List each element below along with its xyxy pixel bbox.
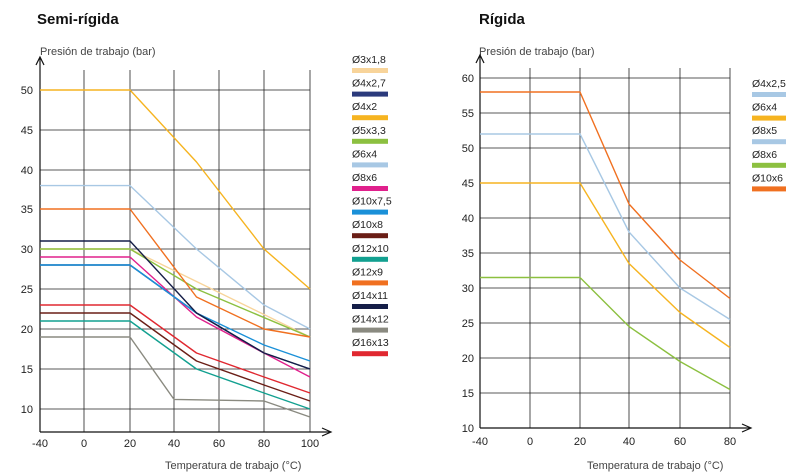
legend-label-semi-rigida: Ø14x11 [352,290,388,302]
y-axis-label-rigida: Presión de trabajo (bar) [479,46,595,58]
series-line-rigida [480,91,731,300]
legend-label-semi-rigida: Ø6x4 [352,148,377,160]
legend-label-semi-rigida: Ø14x12 [352,314,389,326]
legend-label-semi-rigida: Ø8x6 [352,172,377,184]
x-tick-label-rigida: 0 [527,436,533,448]
legend-swatch-semi-rigida [352,186,388,191]
y-tick-label-rigida: 20 [462,353,474,365]
legend-label-semi-rigida: Ø10x7,5 [352,196,392,208]
series-line-semi-rigida [40,208,311,338]
series-line-semi-rigida [40,240,311,370]
y-tick-label-semi-rigida: 15 [21,364,33,376]
x-tick-label-semi-rigida: 20 [124,438,136,450]
legend-label-semi-rigida: Ø12x9 [352,266,383,278]
legend-swatch-rigida [752,139,786,145]
series-line-semi-rigida [40,336,311,418]
legend-swatch-semi-rigida [352,115,388,121]
y-tick-label-semi-rigida: 25 [21,284,33,296]
legend-swatch-semi-rigida [352,68,388,73]
y-tick-label-semi-rigida: 20 [21,324,33,336]
chart-title-rigida: Rígida [479,11,525,28]
series-line-semi-rigida [40,184,311,330]
series-line-semi-rigida [40,256,311,378]
x-tick-label-semi-rigida: 40 [168,438,180,450]
legend-swatch-semi-rigida [352,327,388,333]
legend-swatch-semi-rigida [352,162,388,168]
y-tick-label-rigida: 50 [462,143,474,155]
y-tick-label-rigida: 25 [462,318,474,330]
legend-swatch-semi-rigida [352,304,388,309]
x-tick-label-semi-rigida: 60 [213,438,225,450]
x-tick-label-rigida: 60 [674,436,686,448]
legend-swatch-semi-rigida [352,138,388,144]
series-line-semi-rigida [40,320,311,410]
legend-label-semi-rigida: Ø10x8 [352,219,383,231]
chart-semi-rigida: -40 0 20 40 60 80 100 10 15 20 25 30 35 40 45 50 Ø3x1,8 Ø… [21,54,392,450]
y-tick-label-rigida: 35 [462,248,474,260]
legend-label-rigida: Ø6x4 [752,102,777,114]
x-tick-label-semi-rigida: 100 [301,438,319,450]
y-tick-label-semi-rigida: 40 [21,165,33,177]
x-tick-label-semi-rigida: 80 [258,438,270,450]
series-line-rigida [480,182,731,349]
series-line-semi-rigida [40,89,311,290]
x-axis-arrow-rigida [741,423,753,433]
chart-rigida: -40 0 20 40 60 80 10 15 20 25 30 35 40 45 50 55 60 Ø4x2,5… [462,53,786,448]
x-tick-label-rigida: 40 [623,436,635,448]
legend-swatch-rigida [752,162,786,168]
y-tick-label-semi-rigida: 10 [21,404,33,416]
legend-swatch-semi-rigida [352,209,388,215]
y-tick-label-semi-rigida: 50 [21,85,33,97]
legend-swatch-semi-rigida [352,233,388,239]
y-tick-label-semi-rigida: 30 [21,244,33,256]
legend-label-semi-rigida: Ø12x10 [352,243,389,255]
y-tick-label-rigida: 55 [462,108,474,120]
legend-label-rigida: Ø4x2,5 [752,78,786,90]
legend-label-semi-rigida: Ø5x3,3 [352,125,386,137]
x-tick-label-semi-rigida: -40 [32,438,48,450]
legend-label-rigida: Ø10x6 [752,172,783,184]
series-line-rigida [480,133,731,321]
legend-label-semi-rigida: Ø16x13 [352,337,389,349]
series-line-semi-rigida [40,248,311,338]
series-line-semi-rigida [40,312,311,402]
y-tick-label-rigida: 40 [462,213,474,225]
x-axis-label-semi-rigida: Temperatura de trabajo (°C) [165,460,301,472]
y-tick-label-rigida: 15 [462,388,474,400]
x-tick-label-rigida: 80 [724,436,736,448]
y-tick-label-rigida: 60 [462,73,474,85]
legend-swatch-semi-rigida [352,256,388,262]
y-axis-arrow-semi-rigida [35,55,45,66]
x-tick-label-rigida: 20 [574,436,586,448]
chart-title-semi-rigida: Semi-rígida [37,11,119,28]
legend-label-semi-rigida: Ø4x2,7 [352,78,386,90]
legend-swatch-rigida [752,115,786,121]
x-tick-label-semi-rigida: 0 [81,438,87,450]
legend-swatch-rigida [752,186,786,192]
legend-label-rigida: Ø8x5 [752,125,777,137]
legend-label-rigida: Ø8x6 [752,149,777,161]
y-axis-arrow-rigida [475,53,485,64]
legend-label-semi-rigida: Ø3x1,8 [352,54,386,66]
x-axis-arrow-semi-rigida [321,427,333,437]
x-tick-label-rigida: -40 [472,436,488,448]
y-tick-label-rigida: 30 [462,283,474,295]
series-line-semi-rigida [40,304,311,394]
y-axis-label-semi-rigida: Presión de trabajo (bar) [40,46,156,58]
series-line-semi-rigida [40,248,311,338]
y-tick-label-semi-rigida: 35 [21,204,33,216]
y-tick-label-rigida: 45 [462,178,474,190]
y-tick-label-rigida: 10 [462,423,474,435]
series-line-rigida [480,276,731,391]
legend-swatch-semi-rigida [352,91,388,97]
legend-label-semi-rigida: Ø4x2 [352,101,377,113]
legend-swatch-semi-rigida [352,280,388,286]
x-axis-label-rigida: Temperatura de trabajo (°C) [587,460,723,472]
y-tick-label-semi-rigida: 45 [21,125,33,137]
legend-swatch-semi-rigida [352,351,388,357]
legend-swatch-rigida [752,92,786,97]
